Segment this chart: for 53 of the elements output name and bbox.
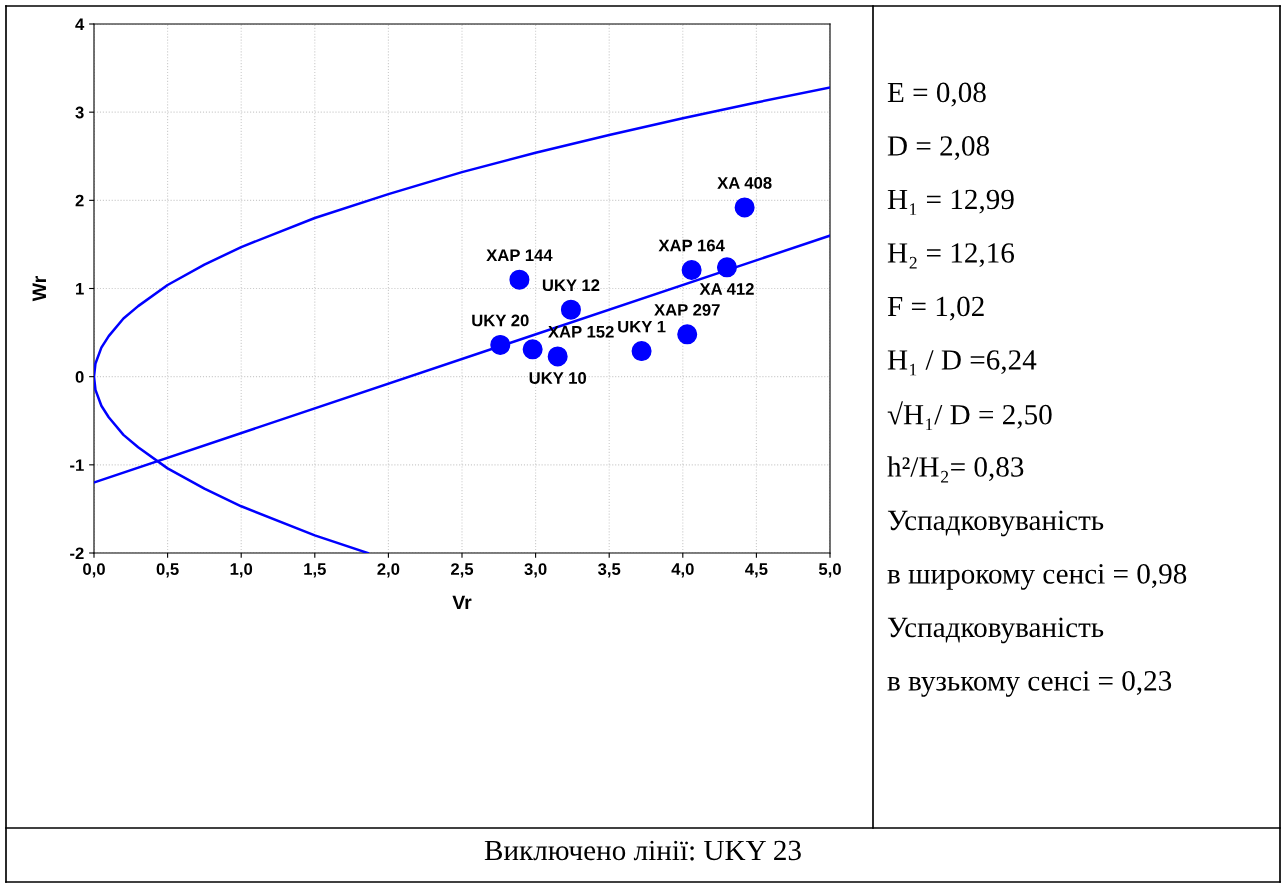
x-tick-label: 2,0 [377, 563, 400, 578]
point [522, 339, 543, 360]
text: D = 2,08 [887, 136, 990, 160]
y-tick-label: 4 [75, 18, 85, 31]
y-tick-label: -1 [70, 459, 84, 471]
x-tick-label: 3,5 [598, 563, 621, 578]
y-tick-label: 0 [75, 371, 84, 383]
point [547, 346, 568, 367]
text: Успадковуваність [887, 617, 1104, 644]
point [509, 269, 530, 290]
annotation: XA 412 [699, 283, 754, 295]
x-tick-label: 4,0 [671, 563, 694, 578]
point [734, 197, 755, 218]
annotation: XAP 152 [548, 325, 614, 338]
x-tick-label: 0,5 [156, 563, 179, 578]
text: E = 0,08 [887, 82, 986, 107]
y-tick-label: 1 [76, 283, 84, 295]
text: h²/H₂= 0,83 [887, 456, 1024, 483]
point [560, 299, 581, 320]
point [681, 259, 702, 280]
x-tick-label: 1,0 [230, 563, 253, 578]
annotation: UKY 20 [472, 314, 529, 327]
x-tick-label: 2,5 [450, 563, 474, 578]
y-tick-label: 2 [75, 194, 84, 207]
x-tick-label: 5,0 [818, 563, 841, 578]
text: Виключено лінії: UKY 23 [484, 840, 801, 861]
x-axis-title: Vr [452, 595, 472, 610]
y-tick-label: 3 [75, 106, 84, 119]
x-tick-label: 4,5 [745, 563, 768, 578]
annotation: UKY 12 [542, 279, 600, 292]
x-tick-label: 0,0 [83, 563, 105, 578]
x-tick-label: 3,0 [524, 563, 547, 578]
text: в широкому сенсі = 0,98 [887, 564, 1187, 590]
text: F = 1,02 [887, 296, 984, 321]
annotation: XAP 164 [658, 239, 725, 252]
point [631, 341, 652, 362]
text: Успадковуваність [887, 510, 1104, 537]
annotation: XA 408 [717, 177, 772, 189]
text: H₁ / D =6,24 [887, 350, 1037, 376]
text: H₁ = 12,99 [887, 189, 1014, 215]
text: в вузькому сенсі = 0,23 [887, 671, 1172, 697]
x-tick-label: 1,5 [304, 563, 326, 578]
y-axis-title: Wr [32, 276, 46, 302]
annotation: UKY 1 [618, 320, 666, 333]
point [677, 324, 698, 345]
y-tick-label: -2 [70, 547, 84, 560]
point [716, 257, 737, 278]
text: √H₁/ D = 2,50 [887, 401, 1052, 431]
annotation: XAP 144 [486, 249, 553, 261]
point [490, 334, 511, 355]
annotation: UKY 10 [529, 372, 587, 384]
text: H₂ = 12,16 [887, 243, 1015, 269]
annotation: XAP 297 [654, 303, 720, 316]
